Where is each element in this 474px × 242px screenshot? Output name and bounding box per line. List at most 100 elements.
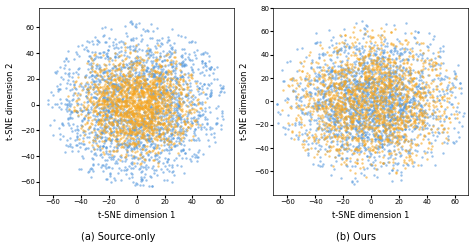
Point [124,86,131,90]
Point [128,74,135,78]
Point [192,122,200,126]
Point [315,163,322,166]
Point [355,85,363,89]
Point [379,161,387,165]
Point [300,112,308,116]
Point [362,118,370,121]
Point [353,53,360,57]
Point [95,66,103,70]
Point [372,86,379,90]
Point [399,96,406,99]
Point [103,66,110,70]
Point [352,83,359,87]
Point [447,86,455,90]
Point [104,104,112,108]
Point [359,61,367,65]
Point [147,89,155,93]
Point [280,125,287,129]
Point [89,163,96,166]
Point [305,73,312,77]
Point [132,106,139,110]
Point [425,141,432,144]
Point [400,101,407,105]
Point [322,129,329,133]
Point [409,76,417,80]
Point [323,85,331,89]
Point [135,105,143,109]
Point [339,134,347,137]
Point [325,122,332,126]
Point [173,79,180,83]
Point [100,123,108,127]
Point [88,50,96,54]
Point [364,125,371,129]
Point [84,95,91,99]
Point [147,110,155,114]
Point [109,40,117,44]
Point [157,115,164,119]
Point [108,166,116,170]
Point [170,83,177,86]
Point [362,124,369,128]
Point [383,44,390,48]
Point [93,119,100,123]
Point [124,87,132,91]
Point [154,131,161,135]
Point [331,97,338,101]
Point [383,137,390,141]
Point [338,72,346,76]
Point [88,58,96,62]
Point [115,76,122,80]
Point [146,110,153,114]
Point [146,99,154,103]
Point [161,70,168,74]
Point [166,43,173,47]
Point [412,153,419,157]
Point [62,107,70,111]
Point [124,98,132,102]
Point [102,116,109,120]
Point [117,79,124,83]
Point [92,132,100,136]
Point [419,120,426,123]
Point [370,108,378,112]
Point [386,118,393,122]
Point [170,174,178,177]
Point [127,37,135,41]
Point [317,68,325,72]
Point [312,102,320,106]
Point [406,143,413,147]
Point [158,80,165,83]
Point [141,143,148,147]
Point [136,55,144,59]
Point [172,77,180,81]
Point [366,71,374,75]
Point [184,125,191,129]
Point [112,96,120,100]
Point [340,92,348,96]
Point [57,101,64,105]
Point [333,120,340,124]
Point [107,84,114,88]
Point [299,139,307,143]
Point [147,87,155,91]
Point [157,71,164,75]
Point [369,123,376,127]
Point [137,94,145,98]
Point [403,100,411,104]
Point [118,112,125,116]
Point [136,124,144,128]
Point [124,45,131,49]
Point [82,146,90,150]
Point [131,112,139,115]
Point [171,130,178,134]
Y-axis label: t-SNE dimension 2: t-SNE dimension 2 [6,63,15,140]
Point [156,122,164,126]
Point [385,113,393,116]
Point [129,111,137,114]
Point [73,52,81,55]
Point [451,76,459,80]
Point [77,141,84,144]
Point [397,151,404,155]
Point [147,50,155,54]
